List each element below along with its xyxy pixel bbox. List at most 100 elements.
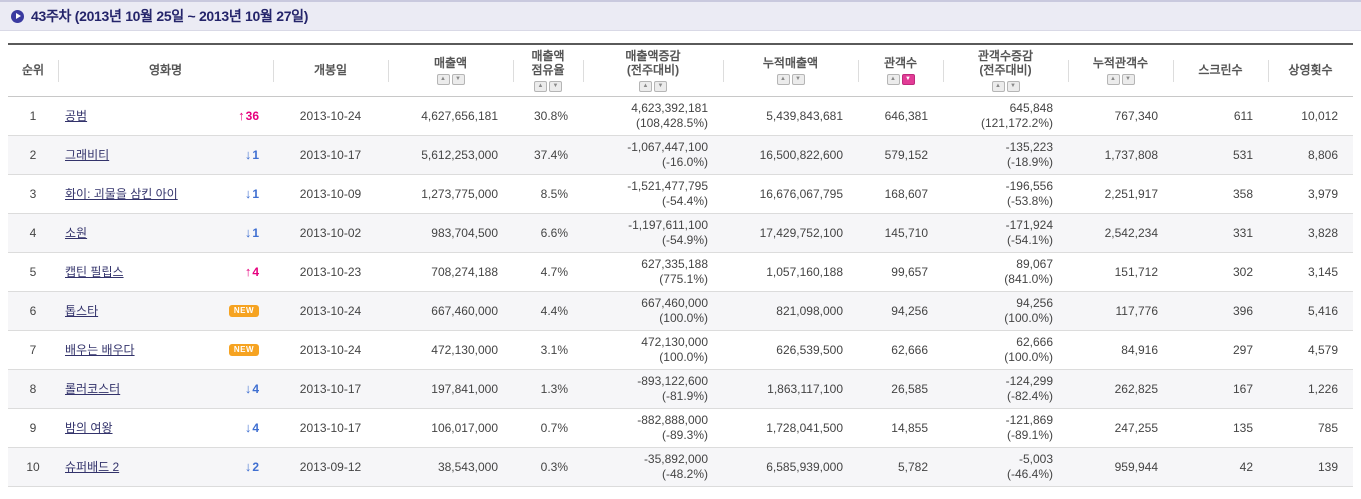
- movie-title-link[interactable]: 톱스타: [65, 304, 99, 318]
- sort-down-icon[interactable]: ▼: [451, 73, 465, 85]
- rank-cell: 8: [8, 369, 58, 409]
- col-header-sales_share: 매출액 점유율 ▲ ▼: [513, 44, 583, 97]
- showings-cell: 3,979: [1268, 174, 1353, 214]
- rank-cell: 1: [8, 96, 58, 136]
- table-row: 5 캡틴 필립스 ↑4 2013-10-23 708,274,188 4.7% 627,33…: [8, 252, 1353, 292]
- col-header-label-title: 영화명: [148, 63, 183, 78]
- sales-share-cell: 30.8%: [513, 96, 583, 136]
- sort-buttons-sales_total: ▲ ▼: [723, 73, 858, 85]
- sort-up-icon[interactable]: ▲: [639, 80, 652, 92]
- sort-down-icon[interactable]: ▼: [549, 80, 562, 92]
- rank-cell: 5: [8, 252, 58, 292]
- sales-share-cell: 37.4%: [513, 135, 583, 175]
- audience-change-cell: -121,869 (-89.1%): [943, 408, 1068, 448]
- sort-up-icon[interactable]: ▲: [886, 73, 900, 85]
- sales-total-cell: 1,728,041,500: [723, 408, 858, 448]
- rank-up-icon: ↑: [244, 264, 252, 279]
- sort-down-icon[interactable]: ▼: [1121, 73, 1135, 85]
- sales-cell: 197,841,000: [388, 369, 513, 409]
- movie-cell: 화이: 괴물을 삼킨 아이 ↓1: [58, 174, 273, 214]
- sort-up-icon[interactable]: ▲: [776, 73, 790, 85]
- page-title: 43주차 (2013년 10월 25일 ~ 2013년 10월 27일): [31, 8, 309, 24]
- rank-down-icon: ↓: [244, 459, 252, 474]
- movie-cell-inner: 그래비티 ↓1: [65, 146, 273, 163]
- col-header-label-sales_change: 매출액증감 (전주대비): [625, 48, 681, 77]
- movie-title-link[interactable]: 롤러코스터: [65, 382, 121, 396]
- showings-cell: 785: [1268, 408, 1353, 448]
- audience-cell: 99,657: [858, 252, 943, 292]
- rank-change-down: ↓1: [244, 225, 259, 240]
- col-header-label-audience: 관객수: [883, 55, 918, 70]
- movie-cell: 그래비티 ↓1: [58, 135, 273, 175]
- movie-cell-inner: 소원 ↓1: [65, 224, 273, 241]
- audience-total-cell: 117,776: [1068, 291, 1173, 331]
- sales-share-cell: 4.4%: [513, 291, 583, 331]
- sort-up-icon[interactable]: ▲: [1106, 73, 1120, 85]
- sort-up-icon[interactable]: ▲: [436, 73, 450, 85]
- table-row: 4 소원 ↓1 2013-10-02 983,704,500 6.6% -1,197,611…: [8, 213, 1353, 253]
- sales-change-cell: 472,130,000 (100.0%): [583, 330, 723, 370]
- movie-cell: 배우는 배우다 NEW: [58, 330, 273, 370]
- screens-cell: 611: [1173, 96, 1268, 136]
- audience-cell: 94,256: [858, 291, 943, 331]
- screens-cell: 297: [1173, 330, 1268, 370]
- movie-title-link[interactable]: 그래비티: [65, 148, 110, 162]
- sort-up-icon[interactable]: ▲: [991, 80, 1005, 92]
- col-header-label-sales_share: 매출액 점유율: [531, 48, 565, 77]
- sales-change-cell: -35,892,000 (-48.2%): [583, 447, 723, 487]
- rank-cell: 10: [8, 447, 58, 487]
- movie-cell-inner: 톱스타 NEW: [65, 302, 273, 319]
- col-header-audience_total: 누적관객수 ▲ ▼: [1068, 44, 1173, 97]
- movie-title-link[interactable]: 슈퍼배드 2: [65, 460, 120, 474]
- audience-total-cell: 151,712: [1068, 252, 1173, 292]
- screens-cell: 302: [1173, 252, 1268, 292]
- rank-down-icon: ↓: [244, 186, 252, 201]
- release-date-cell: 2013-10-23: [273, 252, 388, 292]
- col-header-label-showings: 상영횟수: [1288, 63, 1333, 78]
- sales-total-cell: 821,098,000: [723, 291, 858, 331]
- col-header-sales_change: 매출액증감 (전주대비) ▲ ▼: [583, 44, 723, 97]
- audience-total-cell: 2,251,917: [1068, 174, 1173, 214]
- sort-buttons-audience: ▲ ▼: [858, 73, 943, 85]
- movie-title-link[interactable]: 소원: [65, 226, 88, 240]
- movie-title-link[interactable]: 배우는 배우다: [65, 343, 135, 357]
- sort-up-icon[interactable]: ▲: [534, 80, 547, 92]
- movie-title-link[interactable]: 화이: 괴물을 삼킨 아이: [65, 187, 178, 201]
- sort-buttons-audience_change: ▲ ▼: [943, 80, 1068, 92]
- audience-change-cell: -5,003 (-46.4%): [943, 447, 1068, 487]
- sort-down-icon[interactable]: ▼: [791, 73, 805, 85]
- audience-total-cell: 959,944: [1068, 447, 1173, 487]
- sales-cell: 106,017,000: [388, 408, 513, 448]
- movie-cell-inner: 캡틴 필립스 ↑4: [65, 263, 273, 280]
- release-date-cell: 2013-10-24: [273, 330, 388, 370]
- sort-down-icon[interactable]: ▼: [1006, 80, 1020, 92]
- audience-change-cell: -124,299 (-82.4%): [943, 369, 1068, 409]
- sales-share-cell: 8.5%: [513, 174, 583, 214]
- release-date-cell: 2013-10-24: [273, 291, 388, 331]
- col-header-audience_change: 관객수증감 (전주대비) ▲ ▼: [943, 44, 1068, 97]
- screens-cell: 358: [1173, 174, 1268, 214]
- sort-down-icon[interactable]: ▼: [901, 73, 915, 85]
- movie-cell: 톱스타 NEW: [58, 291, 273, 331]
- sales-total-cell: 1,057,160,188: [723, 252, 858, 292]
- rank-change-down: ↓1: [244, 186, 259, 201]
- screens-cell: 331: [1173, 213, 1268, 253]
- movie-title-link[interactable]: 밤의 여왕: [65, 421, 113, 435]
- sales-cell: 708,274,188: [388, 252, 513, 292]
- screens-cell: 396: [1173, 291, 1268, 331]
- showings-cell: 3,145: [1268, 252, 1353, 292]
- audience-total-cell: 262,825: [1068, 369, 1173, 409]
- movie-cell-inner: 화이: 괴물을 삼킨 아이 ↓1: [65, 185, 273, 202]
- sort-down-icon[interactable]: ▼: [654, 80, 667, 92]
- table-row: 8 롤러코스터 ↓4 2013-10-17 197,841,000 1.3% -893,12…: [8, 369, 1353, 409]
- audience-cell: 5,782: [858, 447, 943, 487]
- movie-title-link[interactable]: 캡틴 필립스: [65, 265, 124, 279]
- rank-change-down: ↓1: [244, 147, 259, 162]
- table-row: 1 공범 ↑36 2013-10-24 4,627,656,181 30.8% 4,623,…: [8, 96, 1353, 136]
- rank-cell: 7: [8, 330, 58, 370]
- title-bar: 43주차 (2013년 10월 25일 ~ 2013년 10월 27일): [0, 0, 1361, 31]
- audience-total-cell: 1,737,808: [1068, 135, 1173, 175]
- movie-title-link[interactable]: 공범: [65, 109, 88, 123]
- movie-cell: 공범 ↑36: [58, 96, 273, 136]
- movie-cell-inner: 공범 ↑36: [65, 107, 273, 124]
